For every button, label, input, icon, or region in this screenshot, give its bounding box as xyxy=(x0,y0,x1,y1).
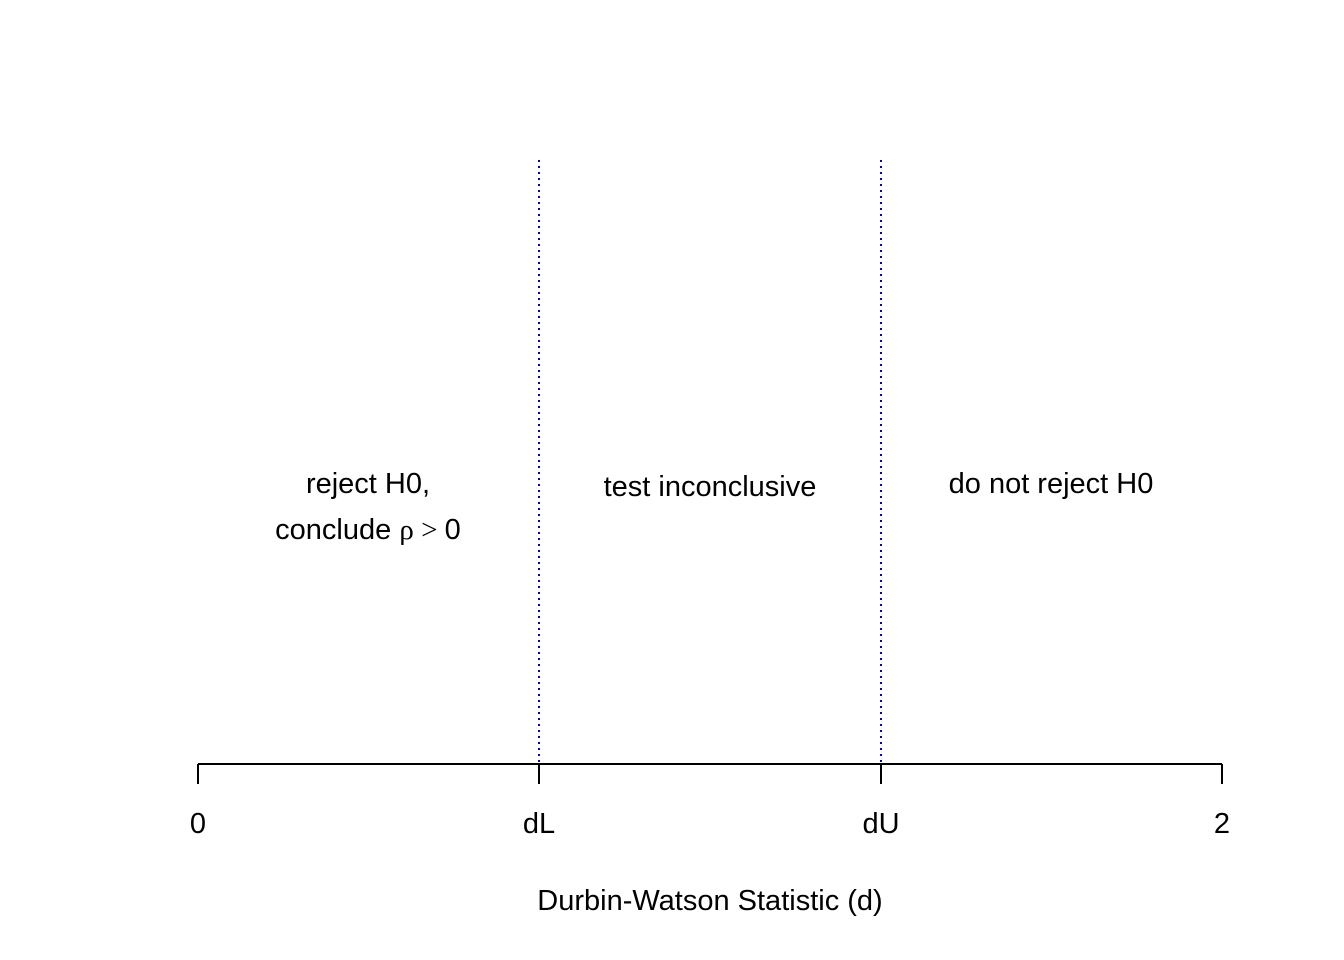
region-do-not-reject: do not reject H0 xyxy=(949,468,1154,500)
tick-label-dL: dL xyxy=(523,808,555,840)
tick-label-2: 2 xyxy=(1214,808,1230,840)
region-reject-conclude: conclude xyxy=(275,514,399,546)
region-inconclusive: test inconclusive xyxy=(604,471,817,503)
axis-title: Durbin-Watson Statistic (d) xyxy=(537,885,882,917)
region-reject-value: 0 xyxy=(445,514,461,546)
region-reject-line1: reject H0, xyxy=(306,468,430,500)
greater-than-symbol: > xyxy=(414,514,445,546)
tick-label-0: 0 xyxy=(190,808,206,840)
rho-symbol: ρ xyxy=(399,514,413,546)
tick-label-dU: dU xyxy=(862,808,899,840)
region-reject-line2: conclude ρ > 0 xyxy=(275,514,461,546)
